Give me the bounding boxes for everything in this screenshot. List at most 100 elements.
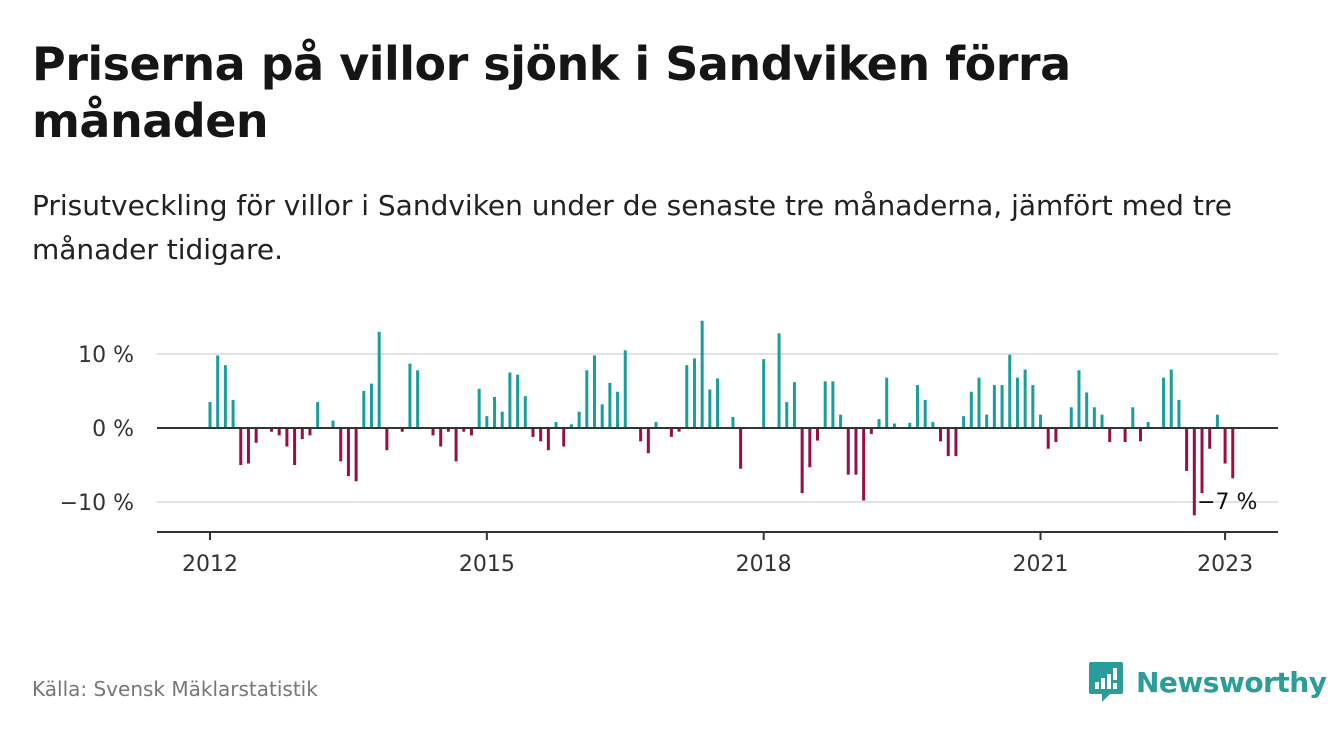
bar bbox=[877, 419, 881, 428]
bar bbox=[485, 416, 489, 428]
bar bbox=[1215, 414, 1219, 428]
x-tick-label: 2018 bbox=[736, 552, 792, 577]
bar bbox=[508, 372, 512, 428]
bar bbox=[362, 391, 366, 428]
bar-chart: 10 % 0 % −10 % 2012 2015 2018 2021 2023 −7 % bbox=[60, 320, 1278, 577]
bar bbox=[277, 428, 281, 436]
bars-layer bbox=[208, 320, 1235, 516]
bar bbox=[500, 411, 504, 428]
bar bbox=[616, 391, 620, 428]
bar bbox=[216, 355, 220, 428]
bar bbox=[369, 383, 373, 428]
brand-logo: Newsworthy bbox=[1088, 660, 1327, 704]
bar bbox=[654, 422, 658, 428]
bar bbox=[869, 428, 873, 434]
bar bbox=[585, 370, 589, 428]
bar bbox=[285, 428, 289, 447]
bar bbox=[946, 428, 950, 457]
bar bbox=[1185, 428, 1189, 471]
bar bbox=[431, 428, 435, 436]
bar bbox=[516, 374, 520, 428]
bar bbox=[270, 428, 274, 432]
bar bbox=[1177, 399, 1181, 428]
bar bbox=[1131, 407, 1135, 428]
bar bbox=[623, 350, 627, 428]
bar bbox=[992, 385, 996, 428]
bar bbox=[1031, 385, 1035, 428]
bar bbox=[577, 411, 581, 428]
bar bbox=[208, 402, 212, 428]
bar bbox=[416, 370, 420, 428]
bar bbox=[1231, 428, 1235, 479]
bar bbox=[923, 399, 927, 428]
bar bbox=[939, 428, 943, 442]
bar bbox=[385, 428, 389, 451]
bar bbox=[892, 423, 896, 428]
bar bbox=[669, 428, 673, 437]
bar bbox=[316, 402, 320, 428]
bar bbox=[677, 428, 681, 432]
newsworthy-logo-icon bbox=[1089, 662, 1123, 702]
last-value-annotation: −7 % bbox=[1197, 490, 1257, 515]
bar bbox=[477, 388, 481, 428]
bar bbox=[862, 428, 866, 501]
bar bbox=[716, 378, 720, 428]
bar bbox=[1208, 428, 1212, 449]
bar bbox=[400, 428, 404, 432]
bar bbox=[569, 424, 573, 428]
bar bbox=[593, 355, 596, 428]
bar bbox=[685, 365, 689, 428]
bar bbox=[846, 428, 850, 475]
bar bbox=[1138, 428, 1142, 442]
source-note: Källa: Svensk Mäklarstatistik bbox=[32, 677, 318, 701]
bar bbox=[254, 428, 258, 443]
bar bbox=[977, 377, 981, 428]
bar bbox=[785, 402, 789, 428]
bar bbox=[762, 359, 766, 428]
bar bbox=[600, 404, 604, 428]
bar bbox=[777, 333, 781, 428]
bar bbox=[546, 428, 550, 451]
bar bbox=[354, 428, 358, 482]
bar bbox=[639, 428, 643, 442]
bar bbox=[700, 320, 704, 428]
bar bbox=[646, 428, 650, 454]
labels-layer: 10 % 0 % −10 % 2012 2015 2018 2021 2023 −7 % bbox=[60, 343, 1258, 577]
bar bbox=[308, 428, 312, 436]
bar bbox=[816, 428, 820, 441]
bar bbox=[731, 416, 735, 428]
bar bbox=[908, 422, 912, 428]
brand-name: Newsworthy bbox=[1136, 665, 1327, 699]
bar bbox=[523, 396, 527, 428]
bar bbox=[1054, 428, 1058, 443]
bar bbox=[962, 416, 966, 428]
bar bbox=[1100, 414, 1104, 428]
bar bbox=[839, 414, 843, 428]
bar bbox=[1046, 428, 1050, 449]
bar bbox=[231, 399, 235, 428]
bar bbox=[446, 428, 450, 432]
bar bbox=[969, 391, 973, 428]
y-tick-label: 0 % bbox=[92, 417, 134, 442]
bar bbox=[1192, 428, 1196, 516]
bar bbox=[1146, 422, 1150, 428]
bar bbox=[377, 331, 381, 428]
bar bbox=[293, 428, 297, 465]
bar bbox=[462, 428, 466, 432]
bar bbox=[1162, 377, 1166, 428]
bar bbox=[239, 428, 243, 465]
bar bbox=[246, 428, 250, 464]
bar bbox=[346, 428, 350, 477]
y-tick-label: −10 % bbox=[60, 491, 134, 516]
bar bbox=[608, 382, 612, 428]
bar bbox=[915, 385, 919, 428]
bar bbox=[1200, 428, 1204, 494]
bar bbox=[1000, 385, 1004, 428]
bar bbox=[1123, 428, 1127, 443]
bar bbox=[708, 389, 712, 428]
bar bbox=[985, 414, 989, 428]
bar bbox=[800, 428, 804, 494]
bar bbox=[300, 428, 304, 440]
bar bbox=[1085, 392, 1089, 428]
bar bbox=[331, 420, 335, 428]
